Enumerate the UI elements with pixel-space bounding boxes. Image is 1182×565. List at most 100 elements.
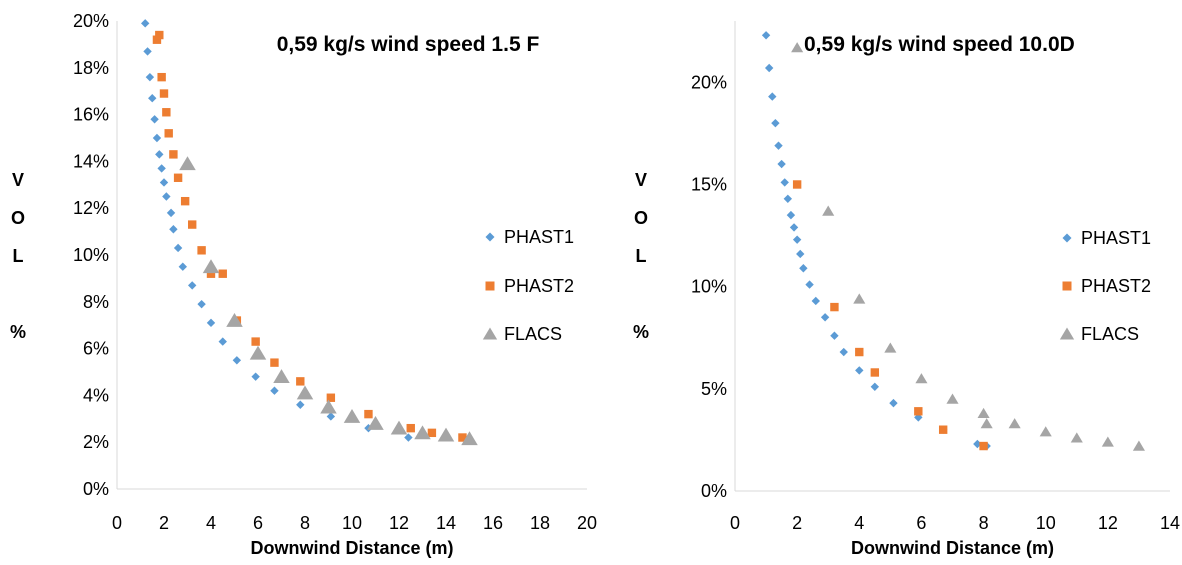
data-point [206, 269, 216, 278]
data-point [270, 358, 279, 367]
legend-marker [1059, 327, 1075, 340]
data-point [188, 220, 197, 229]
data-point [145, 72, 155, 82]
series-flacs [179, 156, 478, 446]
data-point [169, 225, 178, 234]
data-point [157, 72, 166, 82]
x-tick-label: 0 [730, 513, 740, 533]
data-point [166, 208, 176, 218]
data-point [157, 164, 166, 173]
data-point [141, 19, 150, 28]
data-point [150, 115, 159, 124]
data-point [206, 318, 216, 328]
data-point [792, 180, 802, 189]
x-tick-label: 2 [159, 513, 169, 533]
legend-label: FLACS [1081, 324, 1139, 344]
data-point [1039, 426, 1052, 437]
y-axis-title-letter: O [634, 208, 648, 228]
series-phast2 [152, 30, 467, 442]
x-tick-label: 10 [342, 513, 362, 533]
data-point [889, 398, 898, 408]
legend-marker [482, 327, 498, 340]
y-tick-label: 0% [83, 479, 109, 499]
data-point [296, 400, 305, 409]
data-point [218, 337, 227, 346]
x-tick-label: 14 [1160, 513, 1180, 533]
data-point [249, 345, 267, 360]
y-tick-label: 10% [73, 245, 109, 265]
data-point [164, 129, 173, 138]
data-point [979, 441, 988, 451]
data-point [977, 407, 990, 419]
data-point [461, 431, 478, 446]
legend-label: PHAST1 [1081, 228, 1151, 248]
data-point [414, 425, 431, 440]
x-tick-label: 6 [916, 513, 926, 533]
data-point [973, 439, 982, 449]
data-point [152, 35, 162, 44]
data-point [839, 347, 848, 357]
data-point [820, 313, 830, 322]
y-tick-label: 20% [73, 11, 109, 31]
y-tick-label: 20% [691, 72, 727, 92]
data-point [777, 159, 786, 169]
x-tick-label: 18 [530, 513, 550, 533]
data-point [783, 194, 793, 203]
data-point [162, 108, 171, 117]
y-tick-label: 5% [701, 379, 727, 399]
x-tick-label: 12 [1098, 513, 1118, 533]
y-tick-label: 8% [83, 292, 109, 312]
data-point [853, 293, 866, 304]
data-point [855, 347, 864, 357]
y-tick-label: 0% [701, 481, 727, 501]
y-axis-title-letter: V [12, 170, 24, 190]
data-point [789, 223, 799, 232]
y-axis-title-letter: L [636, 246, 647, 266]
y-tick-label: 15% [691, 174, 727, 194]
data-point [761, 31, 771, 40]
x-tick-label: 0 [112, 513, 122, 533]
data-point [197, 299, 206, 309]
data-point [226, 313, 243, 327]
data-point [367, 415, 384, 430]
legend-label: PHAST2 [504, 276, 574, 296]
data-point [458, 433, 467, 442]
data-point [830, 302, 839, 312]
series-phast1 [761, 31, 991, 451]
x-tick-label: 12 [389, 513, 409, 533]
data-point [791, 42, 804, 53]
data-point [938, 425, 948, 434]
y-axis-title-letter: O [11, 208, 25, 228]
series-phast1 [141, 19, 413, 442]
data-point [774, 141, 783, 150]
data-point [437, 427, 455, 442]
data-point [792, 235, 802, 244]
y-tick-label: 12% [73, 198, 109, 218]
data-point [811, 296, 820, 306]
y-axis-title-letter: L [13, 246, 24, 266]
data-point [296, 385, 314, 400]
data-point [914, 407, 923, 416]
y-axis-title-letter: % [10, 322, 26, 342]
data-point [273, 369, 290, 384]
data-point [218, 269, 227, 278]
data-point [946, 393, 959, 404]
data-point [830, 331, 839, 340]
y-axis-title-letter: V [635, 170, 647, 190]
chart-title: 0,59 kg/s wind speed 1.5 F [277, 33, 540, 56]
data-point [143, 47, 152, 56]
x-tick-label: 6 [253, 513, 263, 533]
data-point [870, 382, 880, 391]
y-axis-title-letter: % [633, 322, 649, 342]
data-point [320, 399, 337, 414]
legend-marker [485, 232, 495, 242]
data-point [296, 377, 305, 386]
data-point [1008, 418, 1021, 429]
x-tick-label: 4 [854, 513, 864, 533]
x-tick-label: 4 [206, 513, 216, 533]
y-tick-label: 16% [73, 105, 109, 125]
data-point [780, 178, 789, 187]
y-tick-label: 6% [83, 339, 109, 359]
data-point [406, 423, 415, 433]
